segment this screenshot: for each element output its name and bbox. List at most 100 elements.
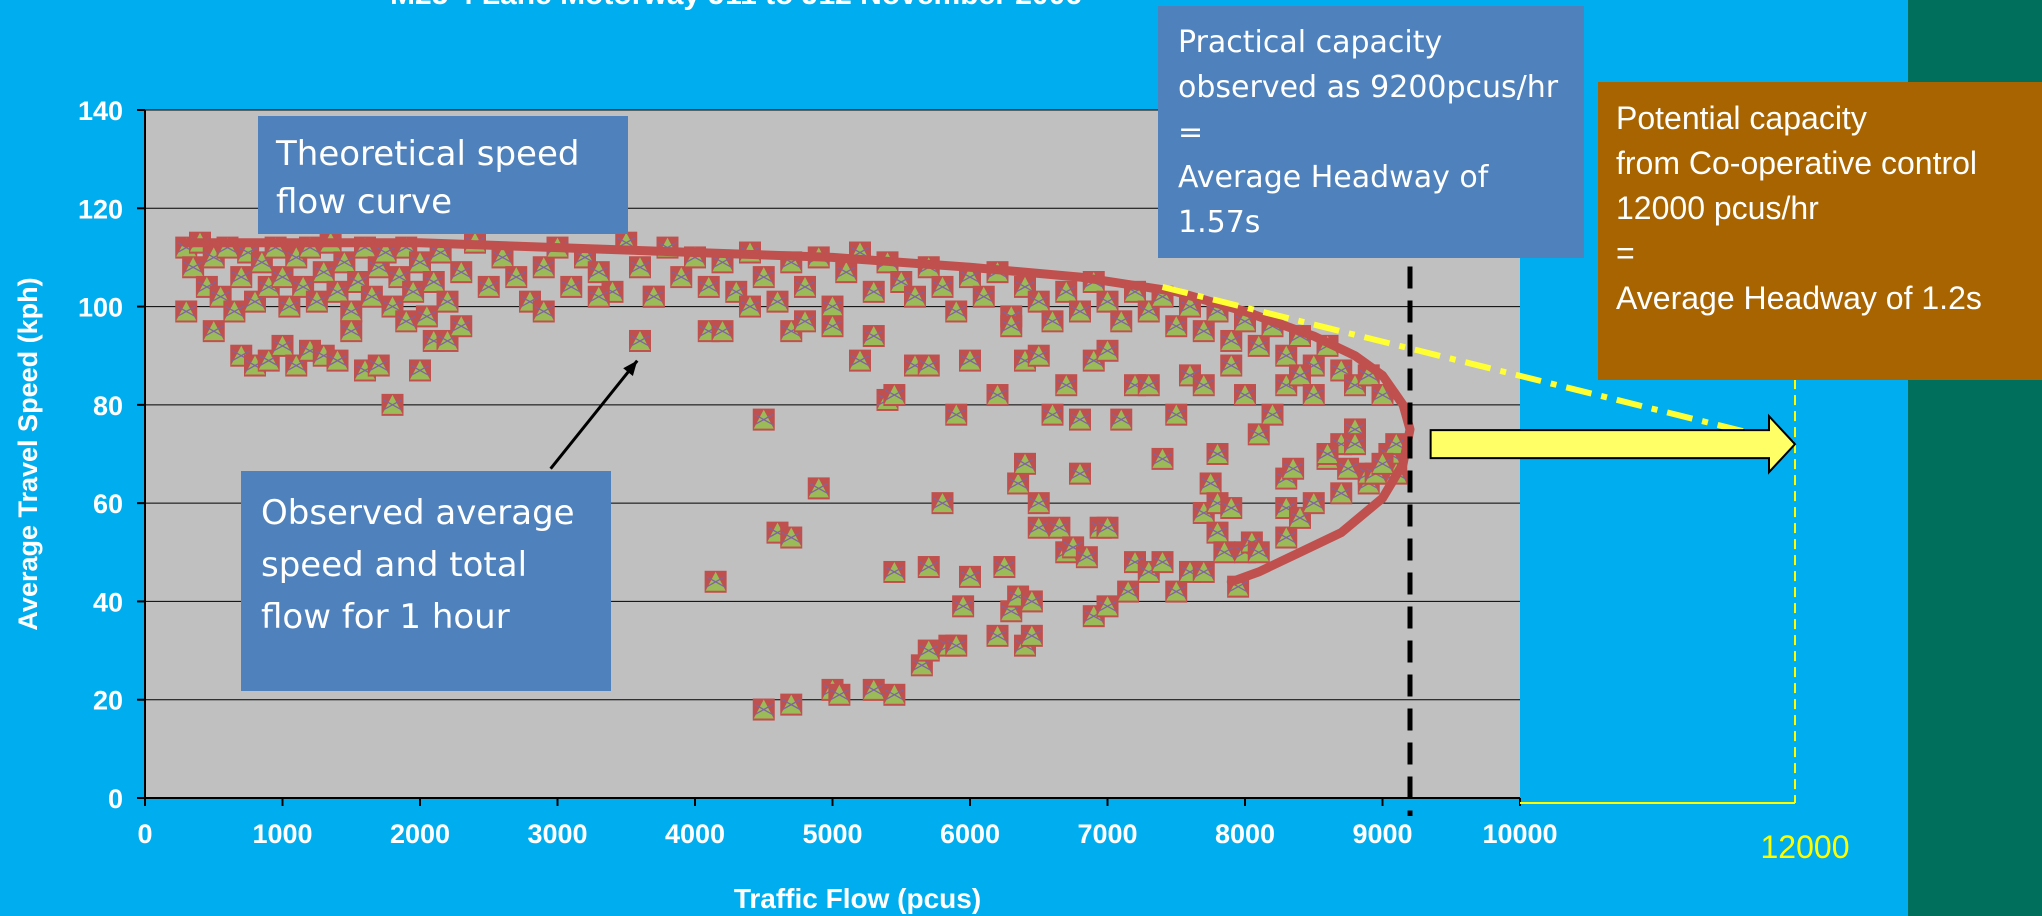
data-point [450, 261, 473, 284]
data-point [697, 275, 720, 298]
potential-line-3: 12000 pcus/hr [1616, 190, 1819, 226]
data-point [223, 300, 246, 323]
data-point [807, 477, 830, 500]
x-tick-label: 9000 [1352, 819, 1412, 849]
data-point [1096, 339, 1119, 362]
data-point [1055, 374, 1078, 397]
data-point [752, 698, 775, 721]
practical-capacity-label: Practical capacity observed as 9200pcus/… [1158, 6, 1584, 258]
data-point [931, 275, 954, 298]
data-point [1027, 344, 1050, 367]
data-point [333, 251, 356, 274]
data-point [1055, 280, 1078, 303]
x-tick-label: 2000 [390, 819, 450, 849]
data-point [1048, 516, 1071, 539]
data-point [1247, 541, 1270, 564]
data-point [1289, 364, 1311, 387]
data-point [1302, 492, 1325, 515]
data-point [1234, 384, 1256, 407]
data-point [1220, 497, 1243, 520]
data-point [849, 349, 871, 372]
data-point [1075, 546, 1098, 569]
data-point [821, 295, 844, 318]
practical-line-2: observed as 9200pcus/hr [1178, 70, 1559, 105]
y-tick-label: 40 [93, 587, 123, 617]
x-tick-label: 5000 [802, 819, 862, 849]
x-tick-label: 0 [137, 819, 152, 849]
data-point [1151, 447, 1174, 470]
data-point [1007, 472, 1030, 495]
y-tick-label: 0 [108, 784, 123, 814]
data-point [972, 285, 995, 308]
data-point [1344, 433, 1366, 456]
data-point [917, 639, 940, 662]
data-point [1192, 320, 1215, 343]
data-point [422, 271, 445, 293]
data-point [1316, 443, 1339, 465]
data-point [560, 275, 583, 298]
data-point [883, 384, 906, 407]
y-tick-label: 80 [93, 391, 123, 421]
data-point [739, 295, 761, 318]
data-point [862, 325, 885, 348]
data-point [1096, 516, 1119, 539]
data-point [326, 280, 349, 303]
data-point [670, 266, 693, 289]
data-point [395, 310, 418, 333]
potential-line-2: from Co-operative control [1616, 145, 1978, 181]
data-point [794, 310, 816, 333]
data-point [1199, 472, 1222, 495]
data-point [883, 683, 906, 706]
practical-line-1: Practical capacity [1178, 25, 1443, 60]
data-point [1014, 452, 1036, 475]
data-point [1220, 354, 1243, 377]
data-point [1027, 492, 1050, 515]
practical-line-4: Average Headway of [1178, 160, 1489, 195]
y-axis-label: Average Travel Speed (kph) [13, 277, 43, 630]
data-point [904, 285, 926, 308]
data-point [959, 565, 981, 588]
data-point [835, 261, 858, 284]
data-point [629, 329, 651, 352]
data-point [505, 266, 528, 289]
data-point [1069, 462, 1091, 485]
data-point [532, 256, 555, 279]
data-point [436, 290, 459, 313]
potential-line-5: Average Headway of 1.2s [1616, 280, 1982, 316]
data-point [1096, 595, 1119, 618]
y-tick-label: 100 [78, 293, 123, 323]
data-point [1192, 374, 1215, 397]
x-tick-label: 7000 [1077, 819, 1137, 849]
data-point [1069, 408, 1091, 431]
data-point [862, 280, 885, 303]
data-point [1282, 457, 1305, 480]
data-point [278, 295, 301, 318]
data-point [780, 526, 803, 549]
data-point [1192, 560, 1215, 583]
data-point [642, 285, 665, 308]
data-point [1275, 526, 1298, 549]
data-point [1020, 590, 1043, 613]
data-point [917, 556, 940, 579]
x-tick-label: 3000 [527, 819, 587, 849]
speed-flow-curve [181, 238, 1415, 587]
observed-data-label: Observed average speed and total flow fo… [241, 471, 611, 691]
data-point [1069, 300, 1091, 323]
data-point [202, 320, 225, 343]
data-point [1027, 290, 1050, 313]
data-point [821, 315, 844, 338]
data-point [945, 403, 968, 426]
data-point [1206, 443, 1229, 465]
y-tick-label: 60 [93, 489, 123, 519]
data-point [883, 560, 906, 583]
data-point [409, 359, 431, 382]
data-point [1137, 374, 1160, 397]
theoretical-line-2: flow curve [276, 182, 453, 222]
data-point [752, 266, 775, 289]
data-point [1110, 310, 1133, 333]
x-tick-label: 6000 [940, 819, 1000, 849]
x-tick-label: 10000 [1482, 819, 1557, 849]
observed-line-3: flow for 1 hour [261, 597, 510, 637]
data-point [491, 246, 514, 269]
x-axis-label: Traffic Flow (pcus) [734, 883, 981, 914]
